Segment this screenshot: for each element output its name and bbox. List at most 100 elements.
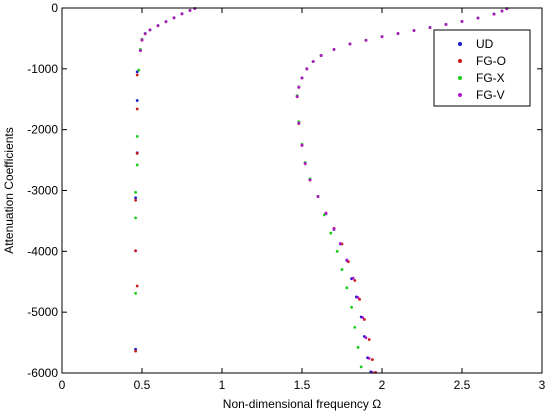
data-point bbox=[332, 47, 336, 51]
data-point bbox=[347, 260, 350, 264]
data-point bbox=[137, 68, 141, 72]
data-point bbox=[135, 151, 139, 155]
data-point bbox=[300, 143, 304, 147]
data-point bbox=[180, 12, 184, 16]
data-point bbox=[340, 268, 344, 271]
legend-marker bbox=[458, 76, 462, 80]
legend-marker bbox=[458, 42, 462, 46]
data-point bbox=[135, 163, 139, 167]
data-point bbox=[135, 70, 139, 74]
data-point bbox=[295, 95, 299, 98]
data-point bbox=[134, 291, 138, 295]
y-tick-label: -3000 bbox=[27, 184, 58, 198]
data-point bbox=[148, 28, 152, 32]
y-axis-label: Attenuation Coefficients bbox=[2, 127, 16, 254]
data-point bbox=[135, 99, 139, 102]
data-point bbox=[156, 24, 160, 28]
data-point bbox=[460, 19, 464, 23]
data-point bbox=[164, 20, 168, 24]
y-tick-label: -5000 bbox=[27, 305, 58, 319]
data-point bbox=[412, 29, 416, 32]
data-point bbox=[300, 76, 304, 80]
data-point bbox=[139, 49, 142, 52]
data-point bbox=[297, 85, 301, 89]
legend-label: FG-V bbox=[476, 88, 505, 102]
data-point bbox=[476, 16, 480, 20]
data-point bbox=[188, 9, 192, 12]
x-tick-label: 2.5 bbox=[454, 378, 471, 392]
data-point bbox=[345, 286, 349, 290]
y-tick-label: -1000 bbox=[27, 62, 58, 76]
data-point bbox=[356, 346, 360, 349]
x-tick-label: 0 bbox=[59, 378, 66, 392]
data-point bbox=[353, 325, 357, 329]
legend: UD FG-O FG-X FG-V bbox=[433, 29, 531, 107]
x-tick-label: 1 bbox=[219, 378, 226, 392]
data-point bbox=[444, 23, 448, 26]
data-point bbox=[316, 195, 320, 198]
data-point bbox=[134, 216, 138, 220]
data-point bbox=[335, 249, 339, 253]
data-point bbox=[303, 162, 307, 165]
data-point bbox=[134, 196, 138, 200]
data-point bbox=[492, 12, 496, 16]
data-point bbox=[356, 296, 360, 299]
data-point bbox=[396, 32, 400, 35]
data-point bbox=[297, 121, 301, 125]
data-point bbox=[363, 318, 366, 321]
legend-box bbox=[433, 29, 531, 107]
data-point bbox=[350, 305, 353, 309]
series-fg-v bbox=[139, 7, 509, 374]
legend-marker bbox=[458, 93, 462, 97]
data-point bbox=[348, 42, 352, 46]
data-point bbox=[361, 316, 365, 320]
axes: 0 0.5 1 1.5 2 2.5 3 0 -1000 -2000 -3000 -4000 -5000 -… bbox=[27, 1, 545, 392]
data-point bbox=[364, 38, 368, 42]
data-point bbox=[367, 357, 371, 360]
data-point bbox=[367, 338, 371, 341]
data-point bbox=[339, 242, 342, 245]
data-point bbox=[500, 9, 504, 13]
x-tick-label: 0.5 bbox=[134, 378, 151, 392]
data-point bbox=[140, 38, 144, 42]
data-point bbox=[345, 258, 349, 262]
data-point bbox=[135, 107, 139, 111]
data-point bbox=[371, 358, 374, 362]
data-point bbox=[359, 365, 363, 369]
data-point bbox=[380, 35, 384, 38]
data-point bbox=[364, 336, 368, 340]
data-point bbox=[172, 16, 176, 20]
data-point bbox=[329, 231, 333, 235]
x-tick-label: 3 bbox=[539, 378, 546, 392]
data-point bbox=[311, 60, 315, 63]
data-point bbox=[134, 198, 138, 202]
data-point bbox=[358, 297, 361, 301]
y-tick-label: -2000 bbox=[27, 123, 58, 137]
plot-area bbox=[134, 7, 509, 374]
data-point bbox=[135, 73, 139, 77]
data-point bbox=[305, 67, 309, 71]
x-tick-label: 2 bbox=[379, 378, 386, 392]
data-point bbox=[319, 54, 323, 57]
data-point bbox=[428, 26, 432, 29]
data-point bbox=[135, 284, 139, 288]
legend-label: FG-X bbox=[476, 71, 505, 85]
y-tick-label: 0 bbox=[51, 1, 58, 15]
data-point bbox=[134, 249, 138, 253]
data-point bbox=[143, 32, 147, 36]
data-point bbox=[134, 190, 138, 194]
data-point bbox=[353, 279, 357, 282]
data-point bbox=[351, 276, 355, 280]
legend-label: UD bbox=[476, 37, 494, 51]
y-tick-label: -4000 bbox=[27, 244, 58, 258]
x-axis-label: Non-dimensional frequency Ω bbox=[223, 397, 381, 411]
data-point bbox=[324, 211, 328, 215]
legend-marker bbox=[458, 59, 462, 63]
data-point bbox=[308, 178, 312, 182]
legend-label: FG-O bbox=[476, 54, 506, 68]
x-tick-label: 1.5 bbox=[294, 378, 311, 392]
data-point bbox=[135, 134, 139, 138]
data-point bbox=[332, 227, 336, 231]
y-tick-label: -6000 bbox=[27, 366, 58, 380]
